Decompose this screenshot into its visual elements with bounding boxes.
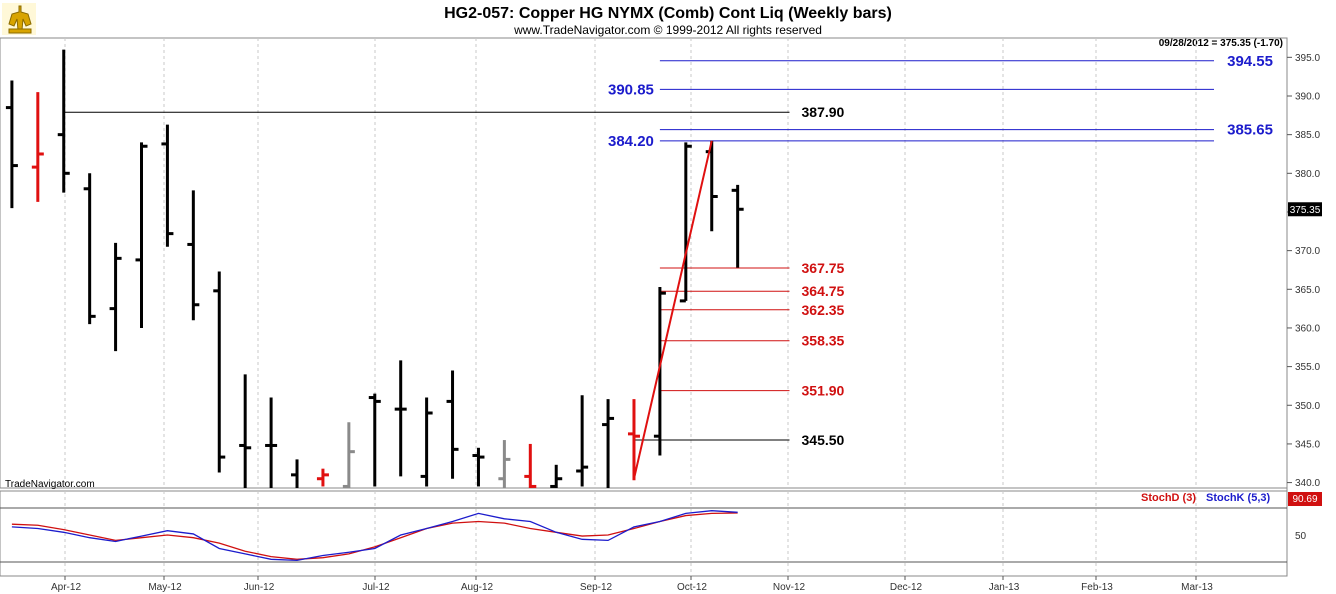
time-tick-label: Feb-13 bbox=[1081, 582, 1113, 593]
ohlc-bar bbox=[627, 399, 640, 481]
ohlc-bar bbox=[446, 370, 459, 479]
ohlc-bar bbox=[524, 443, 537, 488]
last-price-badge: 375.35 bbox=[1288, 202, 1322, 217]
ohlc-bar bbox=[420, 397, 433, 487]
price-level-label: 394.55 bbox=[1227, 53, 1273, 70]
stoch-value-badge: 90.69 bbox=[1288, 492, 1322, 506]
ohlc-bar bbox=[342, 422, 355, 488]
ohlc-bar bbox=[291, 459, 299, 488]
time-tick-label: Aug-12 bbox=[461, 582, 494, 593]
time-tick-label: Jun-12 bbox=[244, 582, 275, 593]
ohlc-bar bbox=[498, 440, 511, 488]
ohlc-bar bbox=[472, 447, 485, 487]
swing-trend-line bbox=[633, 140, 713, 479]
stochastic-series-line bbox=[11, 510, 738, 562]
price-axis: 340.0345.0350.0355.0360.0365.0370.0375.0… bbox=[1287, 53, 1320, 489]
price-tick-label: 365.0 bbox=[1295, 285, 1320, 296]
ohlc-bar bbox=[239, 374, 252, 488]
price-level-label: 345.50 bbox=[802, 432, 845, 448]
price-tick-label: 350.0 bbox=[1295, 401, 1320, 412]
ohlc-bar bbox=[679, 142, 692, 303]
stoch-last-value: 90.69 bbox=[1292, 494, 1317, 505]
price-level-label: 390.85 bbox=[608, 81, 654, 98]
stochastic-series-line bbox=[11, 512, 738, 560]
ohlc-bar bbox=[602, 399, 615, 488]
price-level-label: 384.20 bbox=[608, 133, 654, 150]
chart-title: HG2-057: Copper HG NYMX (Comb) Cont Liq … bbox=[444, 5, 892, 22]
watermark: TradeNavigator.com bbox=[5, 479, 95, 490]
time-tick-label: Jul-12 bbox=[362, 582, 390, 593]
time-tick-label: Mar-13 bbox=[1181, 582, 1213, 593]
swing-line bbox=[633, 140, 713, 479]
legend-stoch-k: StochK (5,3) bbox=[1206, 492, 1271, 504]
copyright-notice: www.TradeNavigator.com © 1999-2012 All r… bbox=[513, 23, 822, 37]
price-level-label: 364.75 bbox=[802, 283, 845, 299]
ohlc-bar bbox=[576, 395, 589, 487]
ohlc-bar bbox=[5, 80, 18, 209]
ohlc-bar bbox=[135, 142, 148, 328]
time-tick-label: Dec-12 bbox=[890, 582, 923, 593]
price-level-label: 351.90 bbox=[802, 383, 845, 399]
ohlc-bar bbox=[705, 140, 718, 232]
logo bbox=[2, 3, 36, 35]
stochastic-lines bbox=[11, 510, 738, 562]
ohlc-bar bbox=[731, 184, 744, 268]
ohlc-bar bbox=[316, 468, 329, 487]
price-tick-label: 340.0 bbox=[1295, 478, 1320, 489]
last-quote-readout: 09/28/2012 = 375.35 (-1.70) bbox=[1159, 38, 1283, 49]
price-level-label: 358.35 bbox=[802, 333, 845, 349]
ohlc-bars bbox=[5, 49, 744, 488]
ohlc-bar bbox=[83, 173, 96, 325]
time-tick-label: Apr-12 bbox=[51, 582, 81, 593]
ohlc-bar bbox=[213, 271, 226, 473]
time-tick-label: Oct-12 bbox=[677, 582, 707, 593]
price-tick-label: 390.0 bbox=[1295, 91, 1320, 102]
ohlc-bar bbox=[550, 464, 563, 488]
stoch-tick-label: 50 bbox=[1295, 531, 1307, 542]
time-tick-label: Sep-12 bbox=[580, 582, 613, 593]
ohlc-bar bbox=[31, 92, 44, 202]
ohlc-bar bbox=[394, 360, 407, 477]
price-tick-label: 345.0 bbox=[1295, 439, 1320, 450]
ohlc-bar bbox=[57, 49, 70, 193]
ohlc-bar bbox=[161, 124, 174, 247]
ohlc-bar bbox=[368, 393, 381, 487]
legend-stoch-d: StochD (3) bbox=[1141, 492, 1196, 504]
price-levels: 394.55 390.85 387.90 385.65 384.20 367.75 364.… bbox=[63, 53, 1273, 448]
time-tick-label: Jan-13 bbox=[989, 582, 1020, 593]
trade-navigator-logo-icon bbox=[2, 3, 36, 35]
ohlc-bar bbox=[653, 286, 666, 456]
price-tick-label: 360.0 bbox=[1295, 323, 1320, 334]
price-level-label: 362.35 bbox=[802, 302, 845, 318]
grid-lines bbox=[0, 38, 1287, 576]
price-level-label: 385.65 bbox=[1227, 122, 1273, 139]
ohlc-bar bbox=[109, 242, 122, 352]
last-price-value: 375.35 bbox=[1290, 205, 1321, 216]
time-tick-label: May-12 bbox=[148, 582, 182, 593]
price-tick-label: 355.0 bbox=[1295, 362, 1320, 373]
price-tick-label: 385.0 bbox=[1295, 130, 1320, 141]
price-level-label: 387.90 bbox=[802, 104, 845, 120]
time-tick-label: Nov-12 bbox=[773, 582, 806, 593]
ohlc-bar bbox=[265, 397, 278, 488]
price-tick-label: 380.0 bbox=[1295, 169, 1320, 180]
price-tick-label: 370.0 bbox=[1295, 246, 1320, 257]
price-level-label: 367.75 bbox=[802, 260, 845, 276]
time-axis: Apr-12 May-12 Jun-12 Jul-12 Aug-12 Sep-12 Oct-… bbox=[51, 576, 1213, 593]
ohlc-bar bbox=[187, 190, 200, 321]
price-tick-label: 395.0 bbox=[1295, 53, 1320, 64]
